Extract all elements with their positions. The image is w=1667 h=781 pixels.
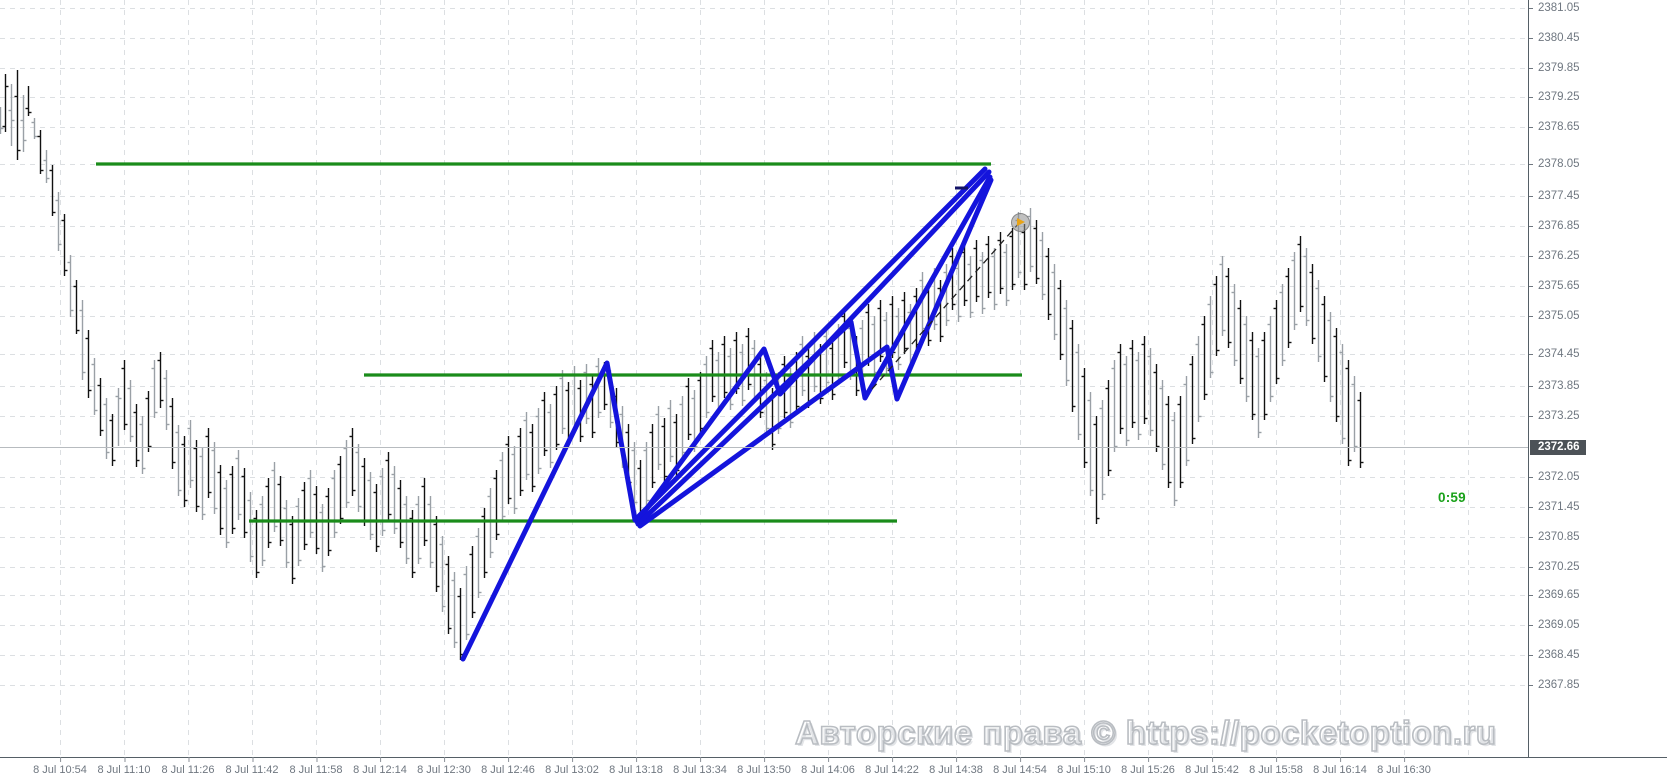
- trendline-drawings-layer[interactable]: [460, 166, 994, 662]
- price-tick-label: 2381.05: [1529, 1, 1580, 15]
- time-tick-label: 8 Jul 15:58: [1249, 757, 1303, 776]
- price-tick-label: 2380.45: [1529, 31, 1580, 45]
- trendline-impulse-wave-inner-1[interactable]: [634, 169, 992, 525]
- price-tick-label: 2369.05: [1529, 618, 1580, 632]
- ohlc-bars-layer: [0, 70, 1364, 660]
- time-tick-label: 8 Jul 15:42: [1185, 757, 1239, 776]
- price-tick-label: 2372.05: [1529, 470, 1580, 484]
- price-tick-label: 2368.45: [1529, 648, 1580, 662]
- chart-canvas: [0, 0, 1528, 757]
- price-tick-label: 2367.85: [1529, 678, 1580, 692]
- time-tick-label: 8 Jul 14:54: [993, 757, 1047, 776]
- time-tick-label: 8 Jul 15:10: [1057, 757, 1111, 776]
- time-tick-label: 8 Jul 15:26: [1121, 757, 1175, 776]
- price-tick-label: 2376.25: [1529, 249, 1580, 263]
- price-tick-label: 2375.65: [1529, 279, 1580, 293]
- price-tick-label: 2375.05: [1529, 309, 1580, 323]
- time-tick-label: 8 Jul 12:14: [353, 757, 407, 776]
- drag-grip-handle[interactable]: [1011, 213, 1030, 232]
- price-tick-label: 2379.85: [1529, 61, 1580, 75]
- candle-countdown-timer: 0:59: [1438, 490, 1466, 505]
- time-tick-label: 8 Jul 13:50: [737, 757, 791, 776]
- time-tick-label: 8 Jul 13:34: [673, 757, 727, 776]
- price-tick-label: 2378.65: [1529, 120, 1580, 134]
- trendline-impulse-wave-inner-3[interactable]: [637, 177, 994, 529]
- time-tick-label: 8 Jul 13:18: [609, 757, 663, 776]
- price-tick-label: 2376.85: [1529, 219, 1580, 233]
- time-tick-label: 8 Jul 14:22: [865, 757, 919, 776]
- price-tick-label: 2377.45: [1529, 189, 1580, 203]
- projection-dashed-line[interactable]: [871, 221, 1021, 390]
- price-tick-label: 2374.45: [1529, 347, 1580, 361]
- time-tick-label: 8 Jul 12:46: [481, 757, 535, 776]
- support-resistance-layer[interactable]: [96, 162, 1022, 523]
- chart-plot-area[interactable]: 0:59: [0, 0, 1528, 757]
- price-axis[interactable]: 2381.05 2380.45 2379.85 2379.25 2378.65 2378.…: [1528, 0, 1667, 757]
- trendline-impulse-wave-main[interactable]: [460, 166, 988, 662]
- time-tick-label: 8 Jul 14:06: [801, 757, 855, 776]
- grid-layer: [0, 0, 1528, 757]
- price-tick-label: 2371.45: [1529, 500, 1580, 514]
- projection-dashed-layer[interactable]: [871, 221, 1021, 390]
- time-tick-label: 8 Jul 10:54: [33, 757, 87, 776]
- time-tick-label: 8 Jul 12:30: [417, 757, 471, 776]
- price-tick-label: 2370.25: [1529, 560, 1580, 574]
- price-tick-label: 2373.85: [1529, 379, 1580, 393]
- time-tick-label: 8 Jul 11:58: [289, 757, 343, 776]
- time-tick-label: 8 Jul 11:10: [97, 757, 151, 776]
- price-tick-label: 2370.85: [1529, 530, 1580, 544]
- price-tick-label: 2379.25: [1529, 90, 1580, 104]
- time-tick-label: 8 Jul 11:42: [225, 757, 279, 776]
- current-price-badge: 2372.66: [1530, 440, 1586, 455]
- time-tick-label: 8 Jul 13:02: [545, 757, 599, 776]
- time-axis[interactable]: 8 Jul 10:54 8 Jul 11:10 8 Jul 11:26 8 Jul 1…: [0, 757, 1667, 781]
- price-tick-label: 2369.65: [1529, 588, 1580, 602]
- time-tick-label: 8 Jul 11:26: [161, 757, 215, 776]
- price-tick-label: 2378.05: [1529, 157, 1580, 171]
- time-tick-label: 8 Jul 16:30: [1377, 757, 1431, 776]
- time-tick-label: 8 Jul 16:14: [1313, 757, 1367, 776]
- time-tick-label: 8 Jul 14:38: [929, 757, 983, 776]
- trendline-impulse-wave-inner-2[interactable]: [635, 174, 993, 527]
- price-tick-label: 2373.25: [1529, 409, 1580, 423]
